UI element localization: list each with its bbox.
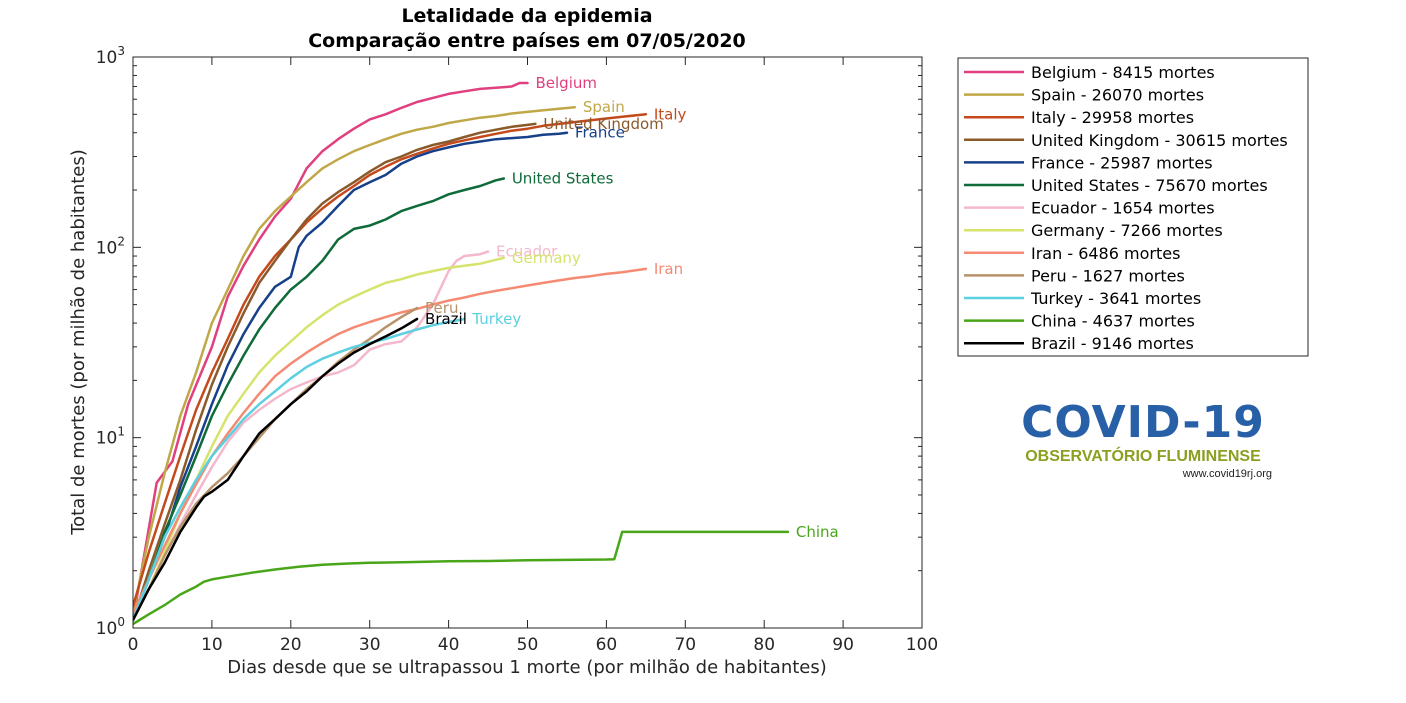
series-line-brazil: [133, 317, 419, 622]
legend: Belgium - 8415 mortes Spain - 26070 morte…: [957, 57, 1309, 357]
series-label-spain: Spain: [583, 98, 625, 116]
series-label-turkey: Turkey: [471, 310, 521, 328]
covid19-logo: COVID-19 OBSERVATÓRIO FLUMINENSE www.cov…: [1008, 398, 1278, 488]
x-tick-label: 30: [359, 635, 381, 655]
series-label-united-states: United States: [512, 169, 614, 187]
x-tick-label: 70: [674, 635, 696, 655]
logo-subtitle: OBSERVATÓRIO FLUMINENSE: [1025, 448, 1261, 465]
legend-entry: France - 25987 mortes: [1031, 153, 1213, 172]
x-tick-label: 20: [280, 635, 302, 655]
chart-title: Letalidade da epidemia: [401, 5, 652, 27]
series-label-iran: Iran: [654, 260, 683, 278]
x-tick-label: 10: [201, 635, 223, 655]
legend-entry: Ecuador - 1654 mortes: [1031, 199, 1215, 218]
y-tick-label: 102: [96, 234, 125, 258]
series-label-belgium: Belgium: [536, 74, 598, 92]
series-line-china: [133, 530, 790, 626]
series-line-iran: [133, 267, 648, 615]
series-line-united-kingdom: [133, 122, 537, 622]
series-label-china: China: [796, 523, 839, 541]
legend-entry: Peru - 1627 mortes: [1031, 266, 1185, 285]
tick-labels: 0 10 20 30 40 50 60 70 80 90 100 100 101 102 103: [96, 44, 939, 655]
series-label-peru: Peru: [425, 299, 458, 317]
series-line-belgium: [133, 81, 529, 622]
legend-entry: Iran - 6486 mortes: [1031, 244, 1180, 263]
series-label-brazil: Brazil: [425, 310, 467, 328]
series-label-france: France: [575, 124, 625, 142]
series-lines: [133, 81, 790, 626]
series-line-spain: [133, 105, 577, 615]
legend-entry: Belgium - 8415 mortes: [1031, 63, 1215, 82]
series-label-united-kingdom: United Kingdom: [543, 115, 663, 133]
series-line-united-states: [133, 177, 506, 622]
series-line-france: [133, 131, 569, 622]
legend-entry: Turkey - 3641 mortes: [1030, 289, 1201, 308]
x-axis-label: Dias desde que se ultrapassou 1 morte (p…: [227, 657, 827, 678]
x-tick-label: 80: [753, 635, 775, 655]
series-line-turkey: [133, 317, 466, 622]
x-tick-label: 60: [596, 635, 618, 655]
series-label-italy: Italy: [654, 105, 687, 123]
series-label-ecuador: Ecuador: [496, 243, 558, 261]
legend-entry: Brazil - 9146 mortes: [1031, 334, 1194, 353]
legend-entry: Spain - 26070 mortes: [1031, 86, 1204, 105]
series-line-italy: [133, 113, 648, 608]
legend-entry: United Kingdom - 30615 mortes: [1031, 131, 1288, 150]
legend-entry: United States - 75670 mortes: [1031, 176, 1268, 195]
y-tick-label: 100: [96, 615, 125, 639]
legend-entry: China - 4637 mortes: [1031, 312, 1195, 331]
y-tick-label: 101: [96, 425, 125, 449]
legend-entry: Germany - 7266 mortes: [1031, 221, 1223, 240]
x-tick-label: 40: [438, 635, 460, 655]
logo-title: COVID-19: [1021, 397, 1265, 448]
logo-url: www.covid19rj.org: [1182, 468, 1272, 480]
plot-area-border: [132, 56, 923, 629]
y-tick-label: 103: [96, 44, 125, 68]
legend-entry: Italy - 29958 mortes: [1031, 108, 1194, 127]
x-tick-label: 0: [128, 635, 139, 655]
x-tick-label: 90: [832, 635, 854, 655]
x-tick-label: 100: [906, 635, 938, 655]
series-label-germany: Germany: [512, 249, 581, 267]
x-tick-label: 50: [517, 635, 539, 655]
y-axis-label: Total de mortes (por milhão de habitante…: [68, 149, 89, 536]
chart-subtitle: Comparação entre países em 07/05/2020: [308, 30, 746, 52]
